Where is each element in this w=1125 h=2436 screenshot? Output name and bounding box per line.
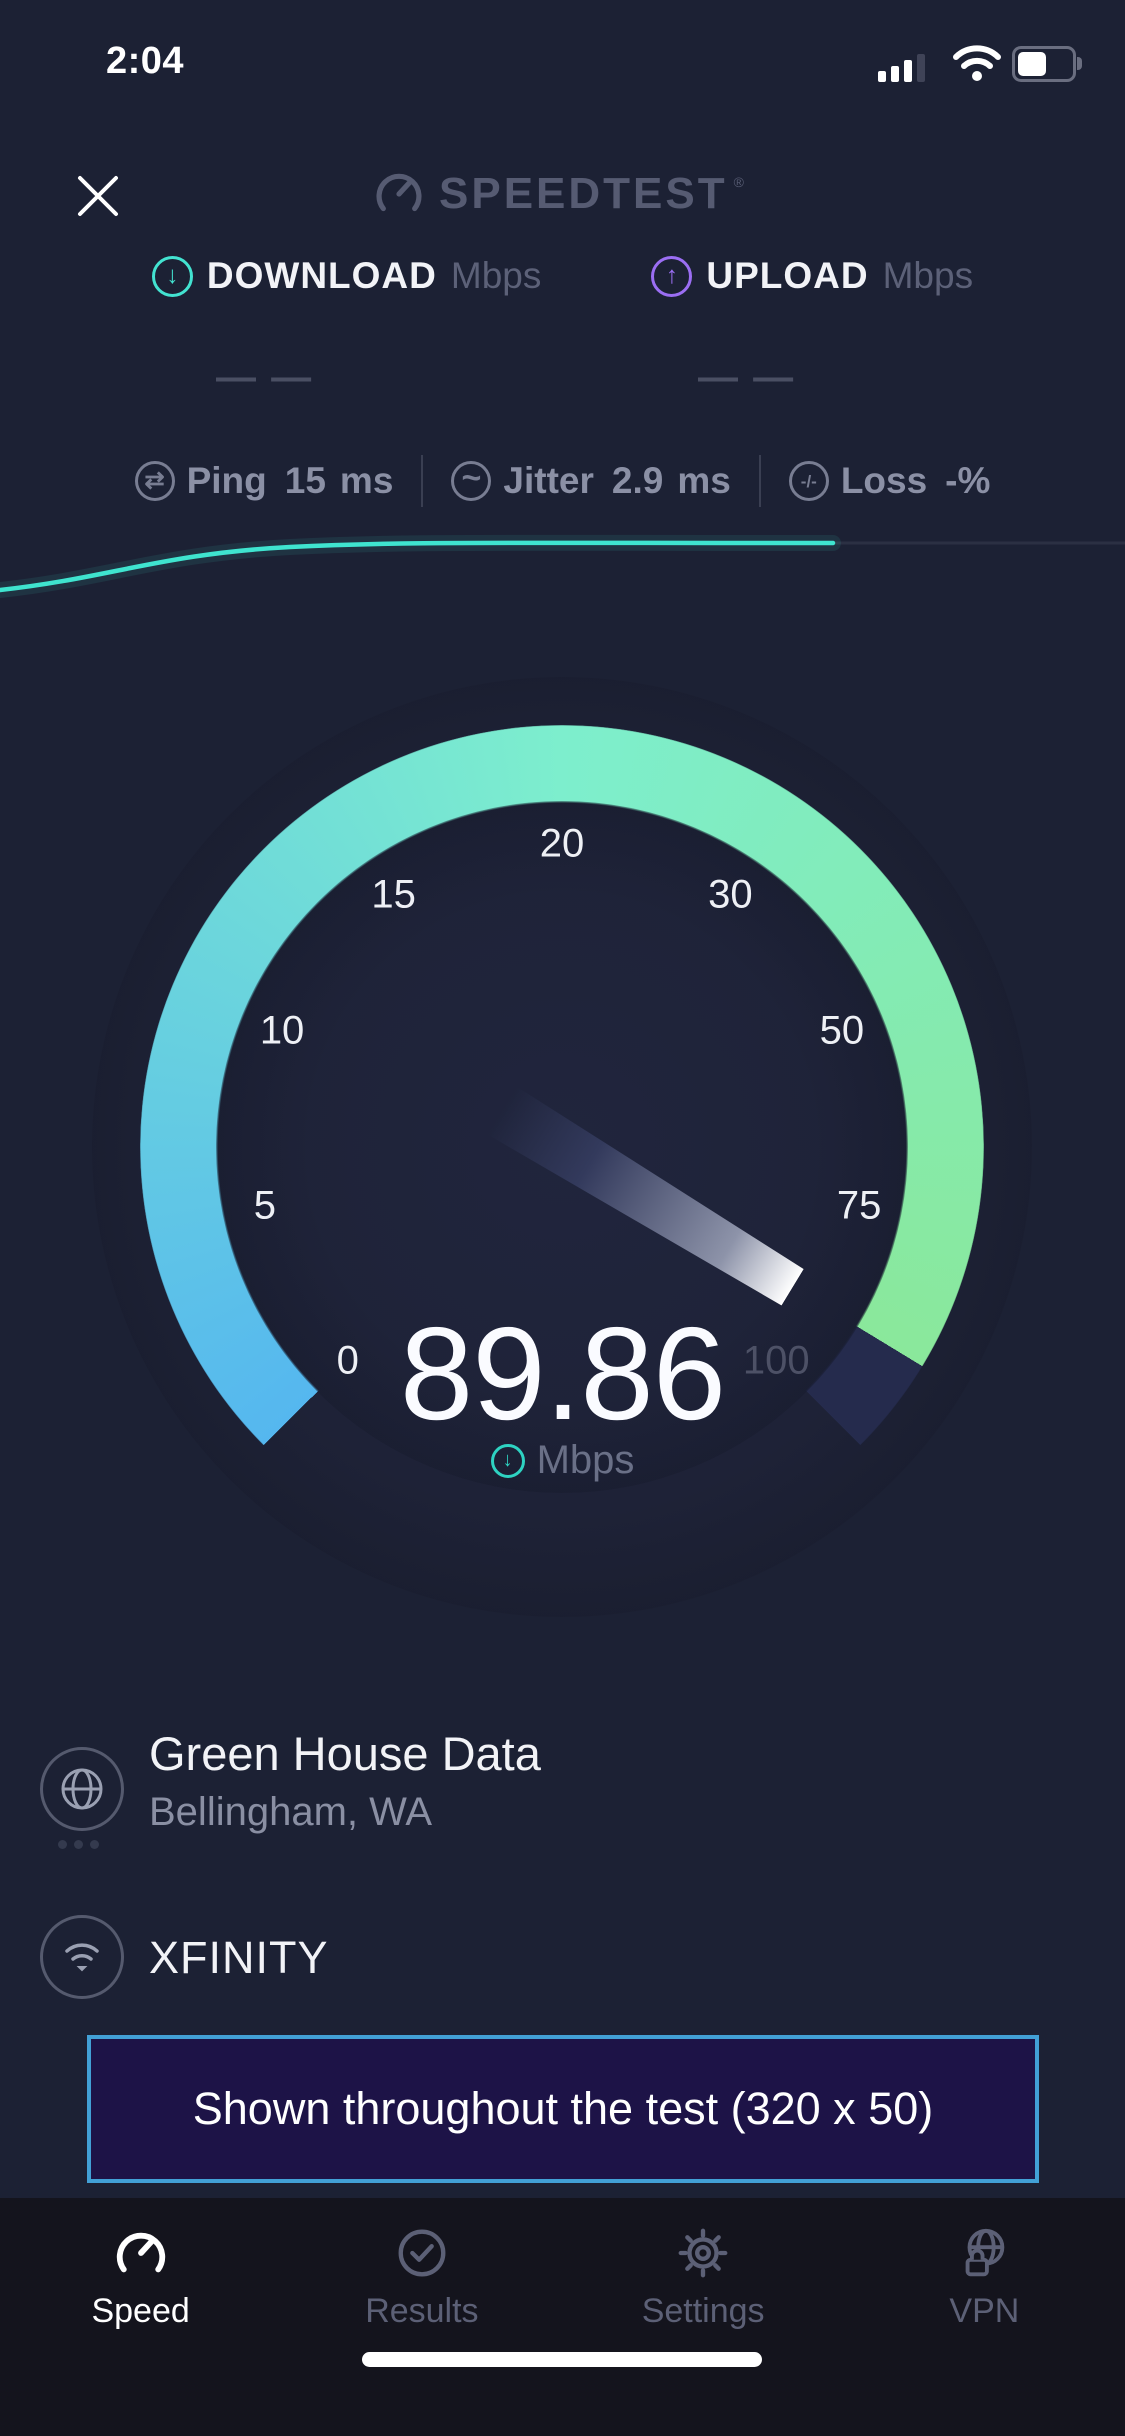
speed-unit-label: Mbps [536,1438,635,1482]
download-header: ↓ DOWNLOAD Mbps [151,255,542,297]
battery-nub [1077,57,1082,70]
download-progress-line [0,534,1125,598]
gauge-scale-label: 15 [371,872,416,917]
ad-banner-text: Shown throughout the test (320 x 50) [192,2083,934,2134]
gauge-scale-label: 75 [836,1183,882,1228]
tab-vpn[interactable]: VPN [844,2198,1125,2436]
upload-header: ↑ UPLOAD Mbps [651,255,973,297]
download-arrow-icon: ↓ [490,1443,525,1478]
wifi-icon [953,45,1001,81]
result-headers: ↓ DOWNLOAD Mbps ↑ UPLOAD Mbps [0,255,1125,297]
server-globe-icon[interactable] [40,1747,124,1831]
signal-bar [917,54,925,82]
jitter-value: 2.9 [611,460,664,501]
loss-label: Loss [840,460,928,501]
registered-mark: ® [733,174,744,190]
isp-wifi-icon [40,1915,124,1999]
results-check-icon [398,2229,446,2277]
ping-value: 15 [284,460,326,501]
isp-name: XFINITY [149,1932,329,1983]
vpn-globe-lock-icon [966,2228,1005,2277]
download-icon: ↓ [151,255,193,297]
gauge-scale-label: 100 [742,1338,810,1383]
gauge-scale-label: 30 [708,872,753,917]
gauge-scale-label: 0 [336,1338,359,1383]
signal-bar [904,60,912,82]
ping-icon: ⇄ [134,461,175,501]
tab-results-label: Results [365,2292,479,2330]
tab-speed[interactable]: Speed [0,2198,281,2436]
tab-speed-label: Speed [91,2292,190,2330]
ad-banner[interactable]: Shown throughout the test (320 x 50) [87,2035,1039,2183]
speedtest-logo: SPEEDTEST ® [0,168,1125,220]
tab-settings[interactable]: Settings [563,2198,844,2436]
server-options-ellipsis[interactable] [58,1840,99,1849]
upload-unit: Mbps [882,255,974,296]
latency-row: ⇄ Ping 15 ms ~ Jitter 2.9 ms -/- Loss -% [0,455,1125,507]
tab-settings-label: Settings [641,2292,765,2330]
speed-gauge-icon [116,2232,165,2273]
ping-unit: ms [339,460,394,501]
download-unit: Mbps [450,255,542,296]
tab-bar: Speed Results Settings VPN [0,2198,1125,2436]
gauge-scale-label: 10 [259,1008,305,1053]
tab-results[interactable]: Results [281,2198,562,2436]
signal-bar [891,66,899,82]
cellular-signal-icon [878,52,940,82]
upload-icon: ↑ [651,255,693,297]
signal-bar [878,71,886,82]
ping-label: Ping [186,460,267,501]
status-bar-time: 2:04 [105,40,185,82]
upload-value-placeholder: — — [698,355,796,399]
jitter-icon: ~ [451,461,492,501]
download-value-placeholder: — — [216,355,314,399]
battery-level [1018,52,1046,76]
battery-icon [1012,46,1082,82]
speedtest-gauge-icon [376,173,422,212]
tab-vpn-label: VPN [949,2292,1020,2330]
jitter-stat: ~ Jitter 2.9 ms [451,460,731,502]
current-speed-unit-row: ↓ Mbps [0,1438,1125,1483]
gauge-scale-label: 20 [539,821,585,866]
server-location: Bellingham, WA [149,1790,433,1834]
loss-stat: -/- Loss -% [788,460,991,502]
gauge-scale-label: 5 [253,1183,276,1228]
divider [758,455,761,507]
upload-label: UPLOAD [706,255,869,296]
home-indicator[interactable] [362,2352,762,2367]
close-button[interactable] [70,168,126,224]
settings-gear-icon [678,2228,728,2278]
ping-stat: ⇄ Ping 15 ms [134,460,394,502]
jitter-unit: ms [677,460,731,501]
current-speed-value: 89.86 [399,1300,726,1447]
loss-value: -% [945,460,991,501]
server-name: Green House Data [149,1727,541,1780]
loss-icon: -/- [788,461,829,501]
divider [421,455,424,507]
download-label: DOWNLOAD [206,255,437,296]
jitter-label: Jitter [503,460,594,501]
gauge-scale-label: 50 [819,1008,865,1053]
logo-wordmark: SPEEDTEST [439,169,728,218]
